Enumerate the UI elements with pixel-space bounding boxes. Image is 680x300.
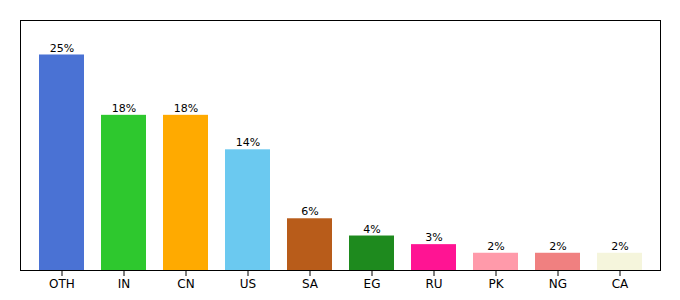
svg-text:PK: PK	[488, 277, 504, 291]
svg-text:2%: 2%	[611, 240, 628, 253]
svg-text:3%: 3%	[425, 231, 442, 244]
svg-text:SA: SA	[302, 277, 319, 291]
svg-text:14%: 14%	[236, 136, 260, 149]
svg-text:6%: 6%	[301, 205, 318, 218]
svg-text:25%: 25%	[50, 42, 74, 55]
svg-text:18%: 18%	[174, 102, 198, 115]
svg-text:2%: 2%	[487, 240, 504, 253]
svg-text:CN: CN	[177, 277, 194, 291]
svg-text:4%: 4%	[363, 223, 380, 236]
svg-text:2%: 2%	[549, 240, 566, 253]
svg-text:18%: 18%	[112, 102, 136, 115]
svg-text:EG: EG	[364, 277, 381, 291]
svg-text:IN: IN	[118, 277, 131, 291]
svg-text:OTH: OTH	[49, 277, 75, 291]
svg-text:US: US	[240, 277, 256, 291]
svg-text:NG: NG	[549, 277, 567, 291]
svg-text:RU: RU	[425, 277, 442, 291]
svg-text:CA: CA	[612, 277, 629, 291]
